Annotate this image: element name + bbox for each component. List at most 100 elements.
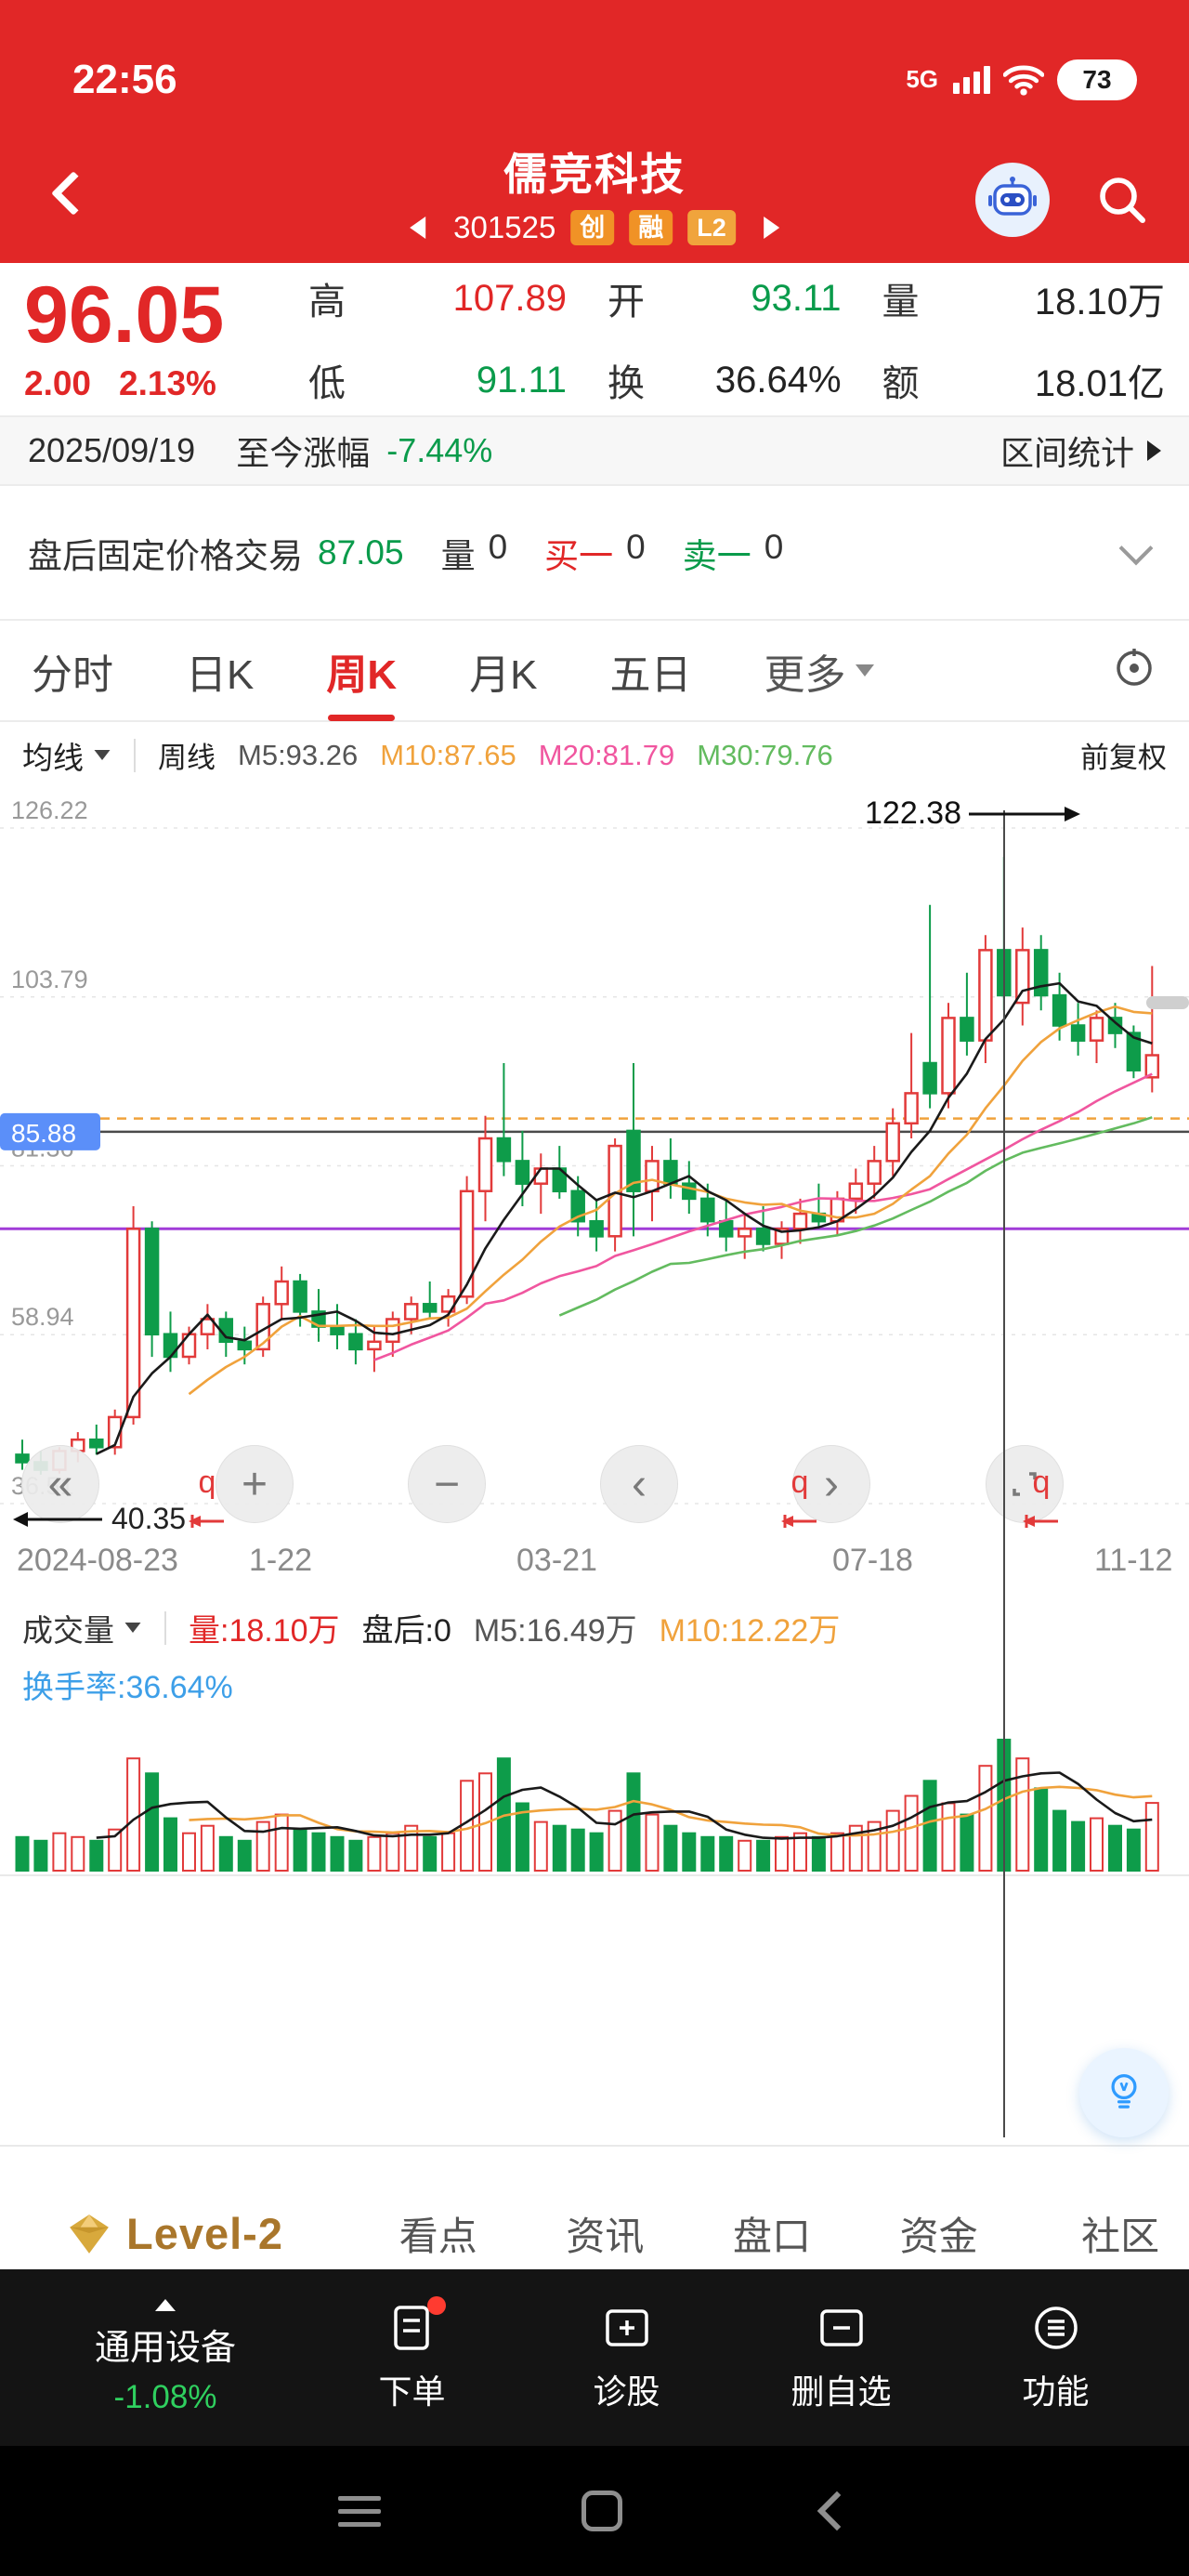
- level2-tab[interactable]: Level-2: [67, 2208, 355, 2259]
- title-bar: 儒竞科技 301525 创 融 L2: [0, 131, 1189, 263]
- tab-news[interactable]: 资讯: [566, 2215, 645, 2258]
- fullscreen-button[interactable]: [986, 1445, 1064, 1523]
- price-change: 2.00: [24, 363, 92, 402]
- range-stats-row: 2025/09/19 至今涨幅 -7.44% 区间统计: [0, 415, 1189, 486]
- volume-value: 量:18.10万: [189, 1613, 340, 1649]
- svg-text:126.22: 126.22: [11, 796, 88, 824]
- settings-icon: [1117, 649, 1152, 686]
- status-bar: 22:56 5G 73: [0, 0, 1189, 131]
- indicator-pane-empty: [0, 1876, 1189, 2145]
- remove-watchlist-button[interactable]: 删自选: [734, 2302, 948, 2413]
- pan-left-button[interactable]: ‹: [600, 1445, 678, 1523]
- stat-label: 量: [882, 282, 920, 322]
- badge-chuang: 创: [570, 210, 615, 246]
- x-axis: 2024-08-23 1-22 03-21 07-18 11-12: [0, 1535, 1189, 1590]
- interval-stats-link[interactable]: 区间统计: [1000, 434, 1134, 472]
- zoom-in-button[interactable]: +: [216, 1445, 294, 1523]
- x-label: 1-22: [249, 1543, 313, 1578]
- period-tab-bar: 分时 日K 周K 月K 五日 更多: [0, 621, 1189, 722]
- tab-more[interactable]: 更多: [764, 619, 874, 723]
- functions-button[interactable]: 功能: [948, 2302, 1163, 2413]
- idea-fab-button[interactable]: [1079, 2048, 1169, 2137]
- diagnose-icon: [601, 2302, 653, 2354]
- diagnose-stock-button[interactable]: 诊股: [519, 2302, 734, 2413]
- device-index-change: -1.08%: [113, 2379, 217, 2415]
- stat-value-high: 107.89: [452, 277, 567, 319]
- prev-stock-button[interactable]: [410, 217, 426, 240]
- stat-value-open: 93.11: [751, 277, 842, 319]
- ah-vol-value: 0: [488, 527, 508, 566]
- quote-panel: 96.05 2.00 2.13% 高 107.89 开 93.11 量 18.10万 …: [0, 263, 1189, 415]
- tab-community[interactable]: 社区: [1081, 2215, 1160, 2258]
- turnover-rate: 换手率:36.64%: [22, 1670, 233, 1705]
- range-change-label: 至今涨幅: [236, 434, 371, 472]
- stat-value-amount: 18.01亿: [1034, 363, 1165, 404]
- signal-icon: [953, 65, 990, 94]
- stock-name: 儒竞科技: [503, 150, 686, 199]
- ah-sell-value: 0: [764, 527, 784, 566]
- battery-icon: 73: [1057, 59, 1137, 100]
- pan-right-button[interactable]: ›: [792, 1445, 870, 1523]
- ah-buy-value: 0: [626, 527, 646, 566]
- svg-text:103.79: 103.79: [11, 966, 88, 993]
- quote-stats: 高 107.89 开 93.11 量 18.10万 低 91.11 换 36.64% 额 1…: [308, 271, 1165, 407]
- chart-settings-button[interactable]: [1111, 645, 1157, 696]
- robot-icon: [988, 177, 1037, 216]
- search-icon[interactable]: [1096, 174, 1148, 226]
- volume-chart[interactable]: [0, 1716, 1189, 1874]
- volume-ma5: M5:16.49万: [473, 1613, 637, 1649]
- lightbulb-icon: [1111, 2073, 1137, 2109]
- ma30-value: M30:79.76: [697, 738, 833, 771]
- clock: 22:56: [72, 56, 177, 102]
- chevron-down-icon: [855, 664, 874, 677]
- assistant-robot-button[interactable]: [975, 163, 1050, 237]
- tab-weekly[interactable]: 周K: [326, 619, 397, 723]
- volume-indicator-selector[interactable]: 成交量: [22, 1606, 142, 1650]
- x-label: 03-21: [516, 1543, 597, 1578]
- info-tab-bar: Level-2 看点 资讯 盘口 资金 社区: [0, 2198, 1189, 2269]
- tab-daily[interactable]: 日K: [186, 651, 255, 698]
- tab-monthly[interactable]: 月K: [469, 651, 538, 698]
- place-order-button[interactable]: 下单: [305, 2296, 519, 2413]
- ma-selector[interactable]: 均线: [22, 733, 111, 778]
- stat-label: 额: [882, 363, 920, 404]
- next-stock-button[interactable]: [763, 217, 779, 240]
- range-start-date: 2025/09/19: [28, 431, 196, 469]
- diamond-icon: [70, 2214, 109, 2254]
- interval-stats-arrow-icon: [1147, 440, 1161, 461]
- x-label: 2024-08-23: [17, 1543, 178, 1578]
- tab-highlights[interactable]: 看点: [399, 2215, 477, 2258]
- order-icon: [386, 2296, 446, 2354]
- tab-5day[interactable]: 五日: [609, 651, 692, 698]
- x-label: 07-18: [832, 1543, 913, 1578]
- after-hours-volume: 盘后:0: [361, 1613, 451, 1649]
- svg-text:85.88: 85.88: [11, 1119, 76, 1148]
- stat-label: 高: [308, 282, 346, 322]
- ah-sell-label: 卖一: [682, 536, 751, 575]
- chevron-down-icon[interactable]: [1118, 531, 1154, 565]
- adjust-mode-label[interactable]: 前复权: [1080, 742, 1167, 774]
- tab-funds[interactable]: 资金: [899, 2215, 978, 2258]
- ma20-value: M20:81.79: [538, 738, 675, 771]
- tab-minute[interactable]: 分时: [32, 651, 113, 698]
- home-button[interactable]: [581, 2491, 622, 2531]
- device-selector[interactable]: 通用设备 -1.08%: [26, 2299, 305, 2416]
- ma10-value: M10:87.65: [380, 738, 516, 771]
- tab-orderbook[interactable]: 盘口: [732, 2215, 811, 2258]
- svg-text:58.94: 58.94: [11, 1303, 74, 1331]
- recent-apps-button[interactable]: [338, 2495, 381, 2527]
- android-back-button[interactable]: [817, 2491, 857, 2531]
- ah-vol-label: 量: [440, 536, 476, 575]
- zoom-out-button[interactable]: −: [408, 1445, 486, 1523]
- period-label: 周线: [158, 742, 216, 774]
- pan-left-fast-button[interactable]: «: [21, 1445, 99, 1523]
- volume-header: 成交量 量:18.10万 盘后:0 M5:16.49万 M10:12.22万 换…: [0, 1590, 1189, 1716]
- after-hours-price: 87.05: [318, 532, 404, 572]
- range-change-value: -7.44%: [386, 431, 493, 469]
- after-hours-label: 盘后固定价格交易: [28, 536, 303, 575]
- back-button[interactable]: [50, 170, 97, 217]
